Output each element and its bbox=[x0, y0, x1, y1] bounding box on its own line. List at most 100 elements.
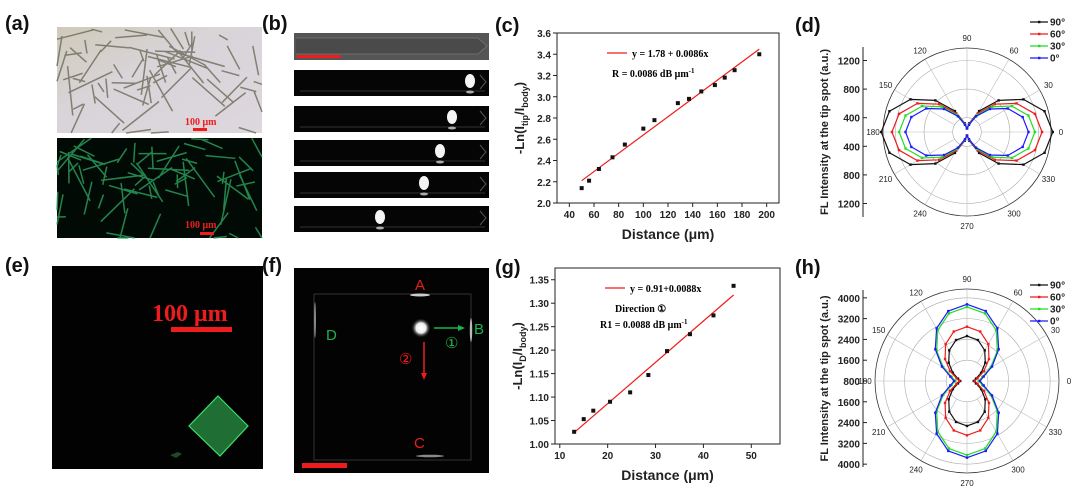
point-B-label: B bbox=[474, 321, 484, 338]
panel-label-a: (a) bbox=[5, 13, 29, 35]
scale-bar-label: 100 μm bbox=[185, 117, 217, 128]
data-point bbox=[955, 376, 958, 380]
data-point bbox=[934, 162, 937, 165]
angle-label: 30 bbox=[1044, 81, 1053, 90]
data-point bbox=[916, 102, 919, 105]
data-point bbox=[988, 153, 992, 157]
data-point bbox=[967, 123, 971, 127]
grid-spoke bbox=[984, 391, 1047, 428]
data-point bbox=[991, 105, 994, 108]
data-point bbox=[954, 420, 958, 424]
data-point bbox=[976, 376, 979, 380]
chart-c-attenuation: 40 60 80 100 120 140 160 180 200 2.0 2.2 2.4 2.6 2.8 3… bbox=[512, 29, 780, 242]
data-point bbox=[935, 432, 938, 435]
data-point bbox=[731, 283, 736, 288]
data-point bbox=[934, 99, 937, 102]
radial-tick-label: 400 bbox=[843, 114, 860, 125]
data-point bbox=[978, 379, 982, 383]
crystal-rod bbox=[151, 146, 154, 169]
legend-label: 30° bbox=[1050, 305, 1065, 316]
data-point bbox=[935, 327, 938, 330]
data-point bbox=[974, 382, 978, 385]
square-crystal bbox=[188, 395, 249, 457]
data-point bbox=[990, 394, 994, 397]
crystal-rod bbox=[66, 157, 91, 202]
data-point bbox=[975, 113, 979, 117]
y-axis-label: -Ln(ID/Ibody) bbox=[510, 322, 528, 390]
data-point bbox=[1015, 159, 1018, 162]
data-point bbox=[952, 379, 956, 383]
data-point bbox=[983, 312, 987, 315]
crystal-rod bbox=[182, 161, 190, 207]
data-point bbox=[955, 113, 959, 117]
data-point bbox=[943, 401, 947, 405]
y-tick-label: 3.0 bbox=[537, 93, 551, 104]
scale-bar bbox=[302, 463, 347, 468]
crystal-rod bbox=[130, 162, 144, 176]
crystal-rod bbox=[206, 78, 234, 103]
data-point bbox=[981, 375, 984, 379]
data-point bbox=[976, 149, 979, 152]
annotation-text: R1 = 0.0088 dB μm bbox=[600, 320, 682, 331]
panel-label-d: (d) bbox=[795, 15, 821, 37]
legend-label: 60° bbox=[1050, 293, 1065, 304]
data-point bbox=[1010, 104, 1014, 108]
crystal-rod bbox=[240, 86, 257, 93]
scale-bar bbox=[200, 232, 214, 235]
reflection bbox=[466, 90, 474, 94]
data-point bbox=[947, 309, 950, 313]
crystal-rod bbox=[150, 131, 169, 134]
data-point bbox=[935, 349, 938, 352]
data-point bbox=[979, 429, 982, 432]
data-point bbox=[712, 83, 717, 88]
data-point bbox=[940, 365, 944, 368]
crystal-rod bbox=[170, 28, 185, 50]
data-point bbox=[984, 449, 987, 453]
data-point bbox=[965, 305, 969, 309]
reflection bbox=[376, 226, 384, 230]
x-tick-label: 120 bbox=[660, 210, 677, 221]
crystal-rod bbox=[82, 158, 120, 171]
crystal-rod bbox=[253, 91, 263, 113]
legend-marker bbox=[1038, 20, 1041, 24]
data-point bbox=[949, 375, 952, 378]
tip-outline bbox=[479, 144, 487, 160]
data-point bbox=[572, 429, 577, 434]
data-point bbox=[950, 383, 953, 387]
data-point bbox=[688, 332, 692, 337]
data-point bbox=[965, 303, 969, 306]
y-tick-label: 1.20 bbox=[530, 346, 550, 357]
angle-label: 120 bbox=[909, 289, 923, 298]
x-tick-label: 180 bbox=[734, 210, 751, 221]
crystal-rod bbox=[157, 145, 180, 179]
x-tick-label: 80 bbox=[613, 210, 625, 221]
legend-marker bbox=[1038, 32, 1041, 36]
data-point bbox=[983, 447, 987, 450]
data-point bbox=[581, 417, 586, 422]
data-point bbox=[991, 156, 994, 159]
plot-frame bbox=[554, 267, 781, 445]
radial-tick-label: 800 bbox=[843, 377, 860, 388]
crystal-rod bbox=[160, 67, 192, 99]
data-point bbox=[916, 159, 919, 162]
crystal-rod bbox=[146, 75, 152, 104]
crystal-rod bbox=[121, 100, 160, 131]
x-tick-label: 140 bbox=[684, 210, 701, 221]
data-point bbox=[1033, 148, 1037, 152]
crystal-rod bbox=[184, 31, 190, 46]
radial-tick-label: 400 bbox=[843, 142, 860, 153]
x-tick-label: 20 bbox=[602, 451, 614, 462]
y-tick-label: 3.6 bbox=[537, 29, 551, 40]
data-point bbox=[940, 156, 943, 159]
data-point bbox=[948, 389, 952, 392]
legend-marker bbox=[1038, 283, 1041, 287]
data-point bbox=[920, 156, 924, 160]
data-point bbox=[997, 162, 1000, 165]
crystal-rod bbox=[124, 188, 158, 199]
data-point bbox=[977, 379, 980, 383]
legend-marker bbox=[1038, 319, 1041, 323]
panel-label-f: (f) bbox=[262, 255, 282, 277]
data-point bbox=[947, 312, 951, 315]
data-point bbox=[965, 434, 969, 437]
crystal-rod bbox=[218, 34, 229, 41]
